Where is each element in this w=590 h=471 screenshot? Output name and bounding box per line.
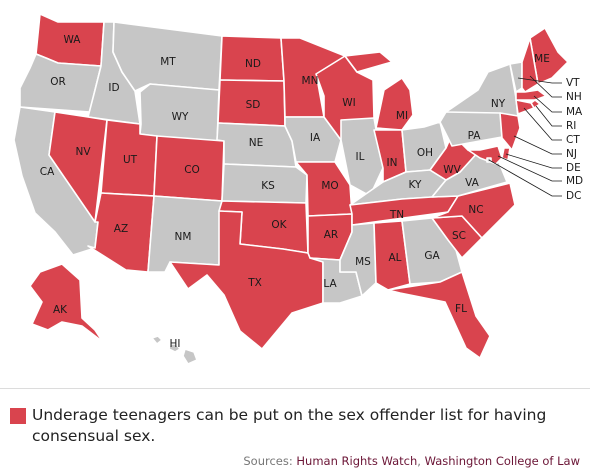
state-ma: [515, 89, 547, 101]
state-label-wy: WY: [172, 111, 189, 123]
legend-divider: [0, 388, 590, 389]
state-shapes: [13, 13, 569, 365]
state-label-ms: MS: [355, 256, 371, 268]
leader-line-vt: [517, 77, 562, 84]
state-label-dc: DC: [566, 190, 581, 202]
state-label-ma: MA: [566, 106, 583, 118]
state-al: [373, 220, 411, 291]
leader-line-dc: [488, 159, 562, 197]
state-label-nh: NH: [566, 91, 582, 103]
state-label-mi: MI: [396, 110, 408, 122]
state-label-hi: HI: [170, 338, 181, 350]
state-mn: [280, 37, 346, 118]
state-label-la: LA: [323, 278, 337, 290]
sources-line: Sources: Human Rights Watch, Washington …: [243, 454, 580, 468]
state-label-nc: NC: [468, 204, 483, 216]
state-label-ne: NE: [249, 137, 264, 149]
state-fl: [387, 271, 491, 359]
state-label-wa: WA: [64, 34, 82, 46]
leader-lines: [488, 75, 562, 197]
state-label-sd: SD: [246, 99, 261, 111]
state-label-id: ID: [108, 82, 119, 94]
state-label-nm: NM: [175, 231, 192, 243]
leader-line-ct: [523, 107, 562, 141]
legend: Underage teenagers can be put on the sex…: [10, 405, 582, 447]
state-nh: [521, 37, 539, 93]
state-tx: [169, 210, 324, 350]
state-label-md: MD: [566, 175, 583, 187]
state-label-az: AZ: [114, 223, 128, 235]
state-label-tn: TN: [389, 209, 404, 221]
state-label-ar: AR: [324, 229, 338, 241]
state-label-nv: NV: [75, 146, 91, 158]
state-nv: [48, 111, 108, 223]
leader-line-ri: [535, 105, 562, 127]
state-label-ut: UT: [123, 154, 138, 166]
state-labels: WA OR CA ID NV MT WY UT AZ CO NM ND SD NE KS OK TX MN IA MO…: [40, 34, 583, 350]
state-label-vt: VT: [566, 77, 580, 89]
state-label-or: OR: [50, 76, 66, 88]
state-label-nj: NJ: [566, 148, 577, 160]
state-label-ri: RI: [566, 120, 576, 132]
state-label-mt: MT: [160, 56, 176, 68]
state-label-ca: CA: [40, 166, 55, 178]
state-label-co: CO: [184, 164, 200, 176]
source-link-wcl[interactable]: Washington College of Law: [424, 454, 580, 468]
state-label-mo: MO: [321, 180, 338, 192]
state-label-ga: GA: [424, 250, 440, 262]
state-ks: [221, 163, 308, 204]
state-label-fl: FL: [455, 303, 467, 315]
state-label-tx: TX: [247, 277, 262, 289]
state-ct: [515, 99, 535, 115]
leader-line-md: [497, 155, 562, 182]
state-label-in: IN: [387, 157, 398, 169]
state-label-ct: CT: [566, 134, 580, 146]
state-label-ks: KS: [261, 180, 275, 192]
sources-separator: ,: [417, 454, 425, 468]
state-label-wv: WV: [443, 164, 461, 176]
state-label-me: ME: [534, 53, 550, 65]
state-ak: [29, 263, 104, 343]
state-label-sc: SC: [452, 230, 466, 242]
leader-line-nj: [513, 135, 562, 155]
state-label-ok: OK: [271, 219, 287, 231]
leader-line-de: [505, 153, 562, 169]
state-label-ky: KY: [409, 179, 423, 191]
state-label-il: IL: [356, 151, 365, 163]
sources-prefix: Sources:: [243, 454, 297, 468]
state-label-ny: NY: [491, 98, 506, 110]
state-label-oh: OH: [417, 147, 433, 159]
state-label-al: AL: [388, 252, 401, 264]
leader-line-ma: [533, 95, 562, 113]
state-label-de: DE: [566, 162, 581, 174]
state-nj: [499, 112, 521, 151]
state-label-ia: IA: [310, 132, 321, 144]
source-link-hrw[interactable]: Human Rights Watch: [296, 454, 418, 468]
leader-line-nh: [529, 75, 562, 98]
legend-swatch-highlighted: [10, 408, 26, 424]
state-label-mn: MN: [302, 75, 319, 87]
us-map: WA OR CA ID NV MT WY UT AZ CO NM ND SD NE KS OK TX MN IA MO…: [13, 13, 583, 365]
state-label-pa: PA: [468, 130, 482, 142]
legend-text: Underage teenagers can be put on the sex…: [32, 406, 547, 445]
state-label-nd: ND: [245, 58, 261, 70]
state-label-va: VA: [465, 177, 480, 189]
state-hi: [151, 335, 198, 365]
state-label-wi: WI: [342, 97, 355, 109]
state-ny: [445, 63, 519, 119]
state-label-ak: AK: [53, 304, 68, 316]
